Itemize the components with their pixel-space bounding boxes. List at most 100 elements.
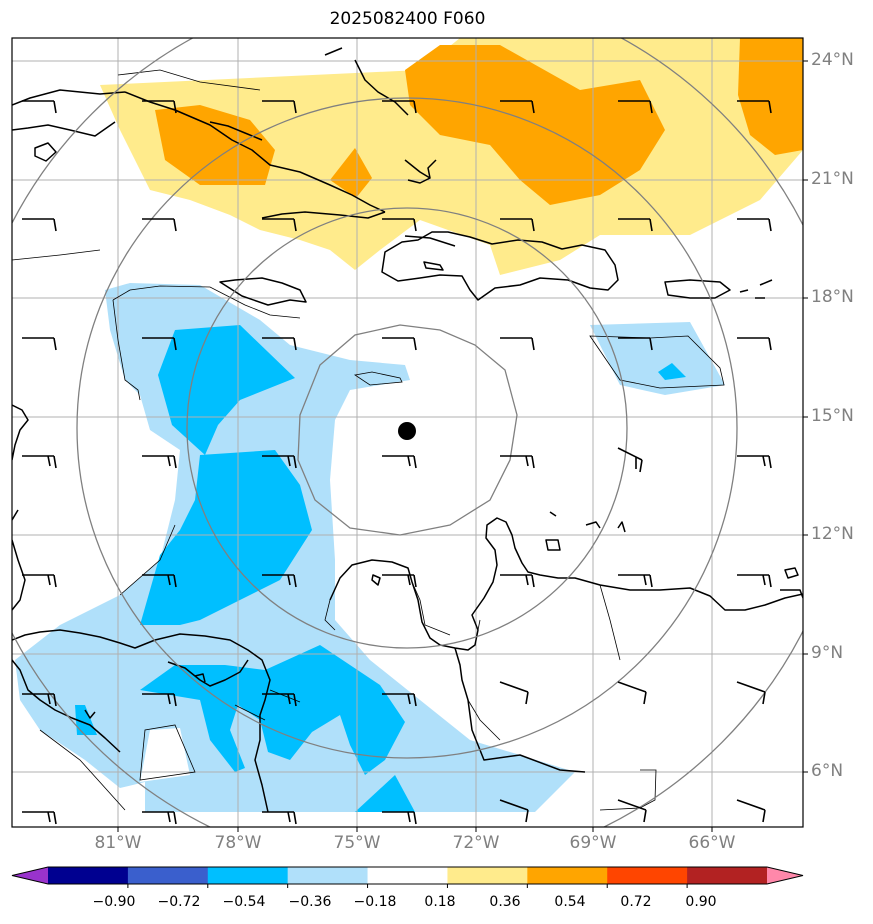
wind-barb [737,100,772,114]
wind-barb [22,218,57,232]
wind-barb [500,337,535,351]
wind-barb [262,574,297,588]
colorbar-swatch [127,867,209,884]
colorbar-swatch [687,867,768,884]
wind-barb [22,693,57,707]
axis-ticks [117,60,808,832]
colorbar-outline [11,866,804,885]
wind-barb [142,455,177,469]
lat-label: 15°N [811,406,854,426]
range-rings [12,38,803,827]
wind-barb [22,100,57,114]
field-negative-medium [158,325,295,455]
colorbar-label: 0.18 [424,894,456,910]
wind-barb [617,447,643,473]
wind-barb [142,100,177,114]
field-neutral-hole [140,728,190,782]
borders [12,69,725,811]
colorbar-swatch [447,867,528,884]
lon-label: 81°W [94,833,142,853]
wind-barb [618,574,653,588]
wind-barb [618,218,653,232]
wind-barb [382,100,417,114]
colorbar-label: 0.54 [554,894,586,910]
range-ring-2 [186,207,628,649]
colorbar-swatch [207,867,289,884]
wind-barb [262,218,297,232]
field-negative-medium [658,363,686,380]
lon-label: 66°W [688,833,736,853]
colorbar [11,866,804,888]
wind-barb [500,455,535,469]
wind-barb [382,693,417,707]
field-negative-medium [140,450,312,625]
wind-barb [382,574,417,588]
field-positive-medium [738,38,803,155]
colorbar-label: −0.90 [92,894,136,910]
wind-barb [22,811,57,825]
colorbar-label: 0.90 [685,894,717,910]
colorbar-swatch [367,867,448,884]
colorbar-extend-high [767,867,803,884]
wind-barb [617,681,647,705]
range-ring-3 [76,97,738,759]
field-positive-medium [405,45,665,205]
wind-barb [262,337,297,351]
field-negative-medium [355,775,415,812]
colorbar-label: −0.72 [157,894,201,910]
wind-barb [382,455,417,469]
wind-barb [142,337,177,351]
field-negative-medium [140,645,405,775]
storm-center-marker [398,422,416,440]
wind-barb [262,693,297,707]
wind-barb [22,574,57,588]
colorbar-label: −0.36 [288,894,332,910]
wind-barb [737,455,772,469]
lat-label: 24°N [811,50,854,70]
range-ring-1 [297,324,518,536]
wind-barb [382,218,417,232]
coastlines [12,47,803,813]
field-positive-medium [155,105,275,185]
lon-label: 69°W [569,833,617,853]
wind-barb [142,574,177,588]
wind-barb [736,799,766,823]
plot-frame [11,37,804,828]
wind-barb [618,337,653,351]
lat-label: 21°N [811,169,854,189]
wind-barb [737,574,772,588]
colorbar-label: −0.54 [222,894,266,910]
field-positive-medium [330,148,372,198]
wind-barb [382,337,417,351]
wind-barb [617,799,647,823]
lon-label: 72°W [452,833,500,853]
lat-label: 12°N [811,524,854,544]
gridlines [12,38,803,827]
wind-barb [262,100,297,114]
wind-barbs [22,100,772,825]
field-negative-medium [75,705,97,735]
lon-label: 75°W [333,833,381,853]
lat-label: 9°N [811,643,844,663]
colorbar-swatch [607,867,688,884]
colorbar-label: 0.36 [489,894,521,910]
lat-label: 18°N [811,287,854,307]
wind-barb [22,337,57,351]
wind-barb [500,218,535,232]
wind-barb [500,574,535,588]
colorbar-swatch [527,867,608,884]
wind-barb [500,100,535,114]
map-title: 2025082400 F060 [329,9,486,29]
wind-barb [736,681,766,705]
wind-barb [499,799,529,823]
wind-barb [142,218,177,232]
wind-barb [737,337,772,351]
colorbar-label: −0.18 [353,894,397,910]
wind-barb [737,218,772,232]
colorbar-swatch [287,867,369,884]
colorbar-extend-low [12,867,48,884]
wind-barb [382,811,417,825]
wind-barb [142,811,177,825]
wind-barb [262,455,297,469]
